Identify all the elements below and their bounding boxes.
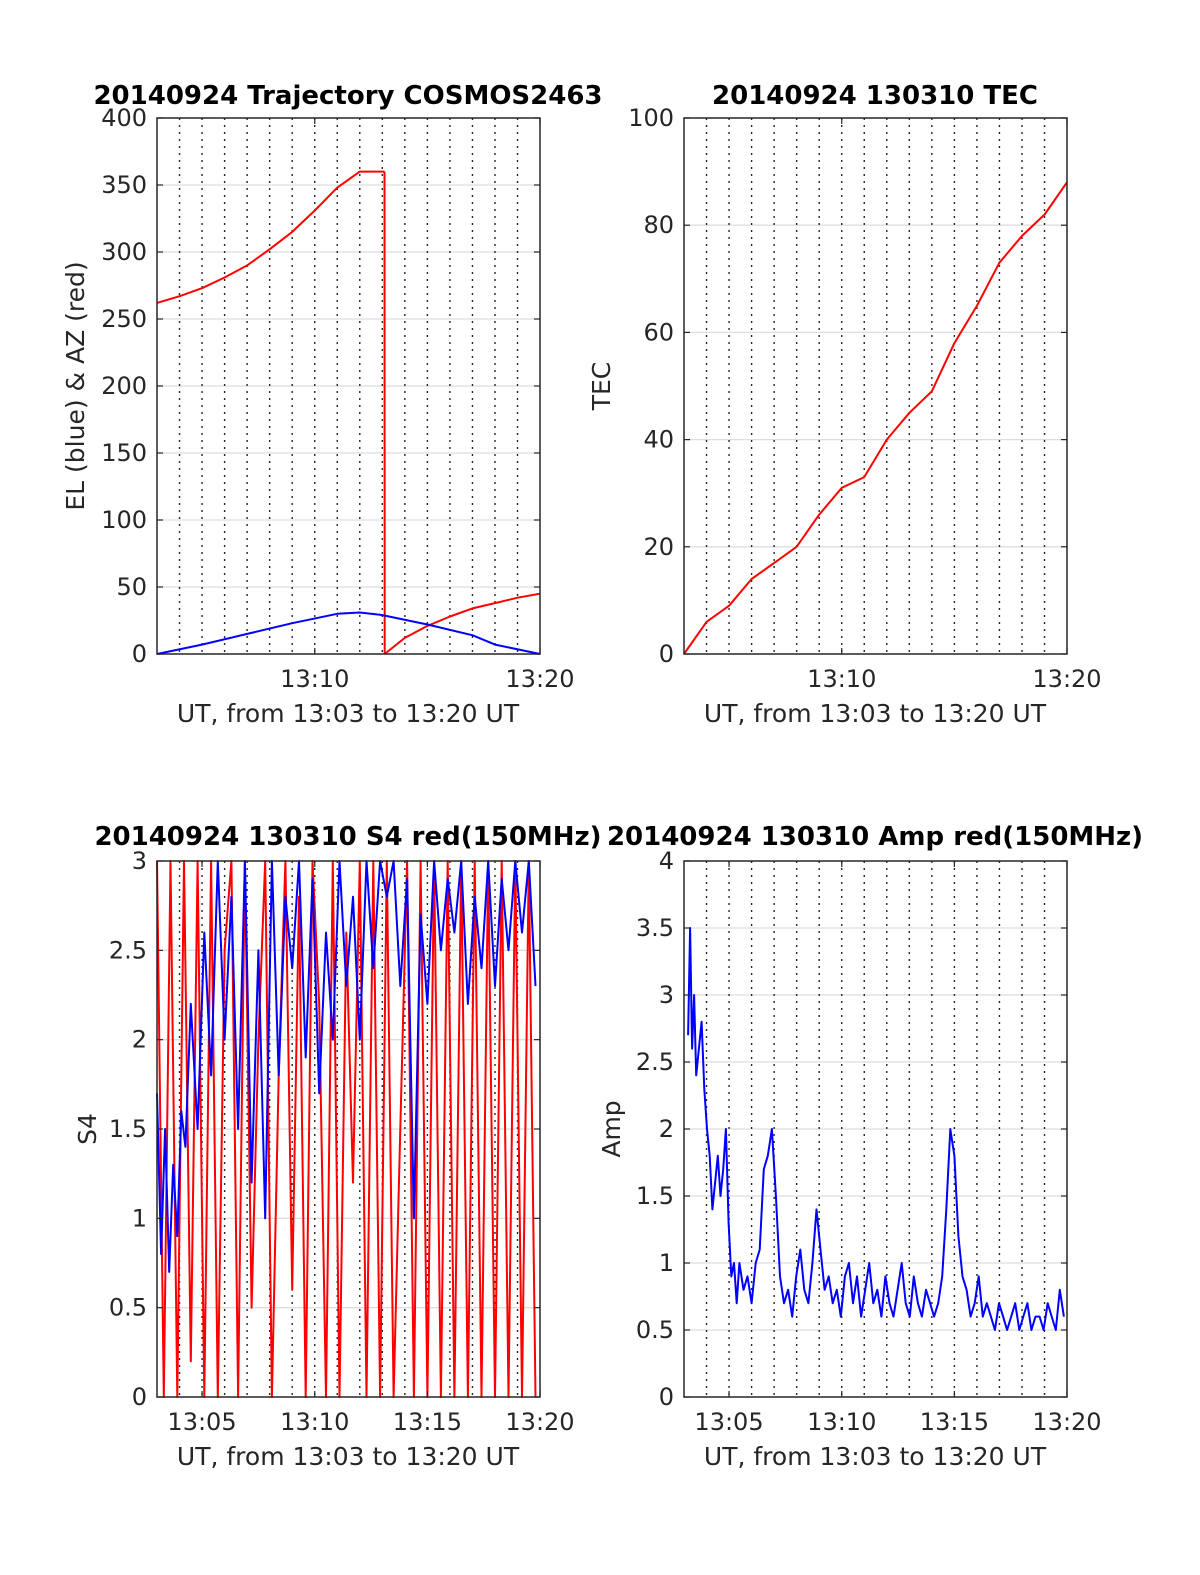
x-tick-label: 13:05 xyxy=(694,1408,763,1436)
y-tick-label: 0 xyxy=(132,640,147,668)
series-trajectory xyxy=(156,170,541,655)
grid-amp xyxy=(684,861,1067,1397)
x-tick-label: 13:20 xyxy=(505,1408,574,1436)
series-line-blue xyxy=(687,927,1065,1331)
y-axis-label-s4: S4 xyxy=(73,1113,102,1145)
ticks-s4: 0 0.5 1 1.5 2 2.5 3 13:05 13:10 13:15 13:20 xyxy=(109,847,575,1436)
x-tick-label: 13:15 xyxy=(920,1408,989,1436)
y-tick-label: 0 xyxy=(659,640,674,668)
y-tick-label: 1.5 xyxy=(636,1182,674,1210)
y-tick-label: 300 xyxy=(101,238,147,266)
y-tick-label: 150 xyxy=(101,439,147,467)
x-axis-label-s4: UT, from 13:03 to 13:20 UT xyxy=(177,1442,520,1471)
panel-s4: 20140924 130310 S4 red(150MHz) 0 0.5 1 1.5 2… xyxy=(73,822,602,1471)
x-tick-label: 13:20 xyxy=(1032,665,1101,693)
y-tick-label: 200 xyxy=(101,372,147,400)
y-tick-label: 1.5 xyxy=(109,1115,147,1143)
series-line-blue xyxy=(156,611,541,655)
panel-trajectory: 20140924 Trajectory COSMOS2463 0 50 100 150… xyxy=(61,81,603,728)
y-tick-label: 60 xyxy=(643,318,674,346)
y-tick-label: 2.5 xyxy=(109,936,147,964)
y-tick-label: 100 xyxy=(101,506,147,534)
panel-amp: 20140924 130310 Amp red(150MHz) 0 0.5 1 1.5… xyxy=(597,822,1143,1471)
y-tick-label: 1 xyxy=(132,1204,147,1232)
grid-tec xyxy=(684,118,1067,654)
x-tick-label: 13:10 xyxy=(807,1408,876,1436)
y-tick-label: 3.5 xyxy=(636,914,674,942)
y-tick-label: 3 xyxy=(132,847,147,875)
y-axis-label-tec: TEC xyxy=(587,362,616,412)
y-tick-label: 40 xyxy=(643,426,674,454)
y-tick-label: 20 xyxy=(643,533,674,561)
chart-title-tec: 20140924 130310 TEC xyxy=(712,81,1038,111)
series-tec xyxy=(683,181,1068,655)
y-tick-label: 1 xyxy=(659,1249,674,1277)
series-line-red xyxy=(156,170,385,304)
y-tick-label: 400 xyxy=(101,104,147,132)
y-tick-label: 0.5 xyxy=(636,1316,674,1344)
series-line-red xyxy=(683,181,1068,655)
y-tick-label: 0 xyxy=(659,1383,674,1411)
plot-frame-tec xyxy=(683,117,1068,655)
ticks-amp: 0 0.5 1 1.5 2 2.5 3 3.5 4 13:05 13:10 13:15 13:20 xyxy=(636,847,1102,1436)
x-tick-label: 13:20 xyxy=(1032,1408,1101,1436)
x-tick-label: 13:10 xyxy=(280,1408,349,1436)
series-line-red xyxy=(384,592,541,655)
y-axis-label-amp: Amp xyxy=(597,1100,626,1157)
x-tick-label: 13:10 xyxy=(280,665,349,693)
y-tick-label: 2.5 xyxy=(636,1048,674,1076)
x-tick-label: 13:15 xyxy=(393,1408,462,1436)
chart-title-s4: 20140924 130310 S4 red(150MHz) xyxy=(94,822,601,852)
x-axis-label-trajectory: UT, from 13:03 to 13:20 UT xyxy=(177,699,520,728)
y-tick-label: 250 xyxy=(101,305,147,333)
ticks-tec: 0 20 40 60 80 100 13:10 13:20 xyxy=(628,104,1101,693)
chart-title-trajectory: 20140924 Trajectory COSMOS2463 xyxy=(93,81,602,111)
series-amp xyxy=(687,927,1065,1331)
x-tick-label: 13:05 xyxy=(167,1408,236,1436)
y-tick-label: 4 xyxy=(659,847,674,875)
y-tick-label: 100 xyxy=(628,104,674,132)
x-tick-label: 13:10 xyxy=(807,665,876,693)
series-s4 xyxy=(156,860,537,1398)
chart-title-amp: 20140924 130310 Amp red(150MHz) xyxy=(607,822,1143,852)
x-tick-label: 13:20 xyxy=(505,665,574,693)
x-axis-label-tec: UT, from 13:03 to 13:20 UT xyxy=(704,699,1047,728)
grid-trajectory xyxy=(157,118,540,654)
series-line-blue xyxy=(156,860,537,1273)
y-tick-label: 2 xyxy=(132,1026,147,1054)
y-tick-label: 0.5 xyxy=(109,1294,147,1322)
y-axis-label-trajectory: EL (blue) & AZ (red) xyxy=(61,261,90,510)
series-line-red xyxy=(156,860,537,1398)
y-tick-label: 2 xyxy=(659,1115,674,1143)
y-tick-label: 0 xyxy=(132,1383,147,1411)
y-tick-label: 350 xyxy=(101,171,147,199)
ticks-trajectory: 0 50 100 150 200 250 300 350 400 13:10 13:20 xyxy=(101,104,574,693)
panel-tec: 20140924 130310 TEC 0 20 40 60 80 100 13:10 13:… xyxy=(587,81,1102,728)
y-tick-label: 3 xyxy=(659,981,674,1009)
x-axis-label-amp: UT, from 13:03 to 13:20 UT xyxy=(704,1442,1047,1471)
y-tick-label: 80 xyxy=(643,211,674,239)
y-tick-label: 50 xyxy=(116,573,147,601)
